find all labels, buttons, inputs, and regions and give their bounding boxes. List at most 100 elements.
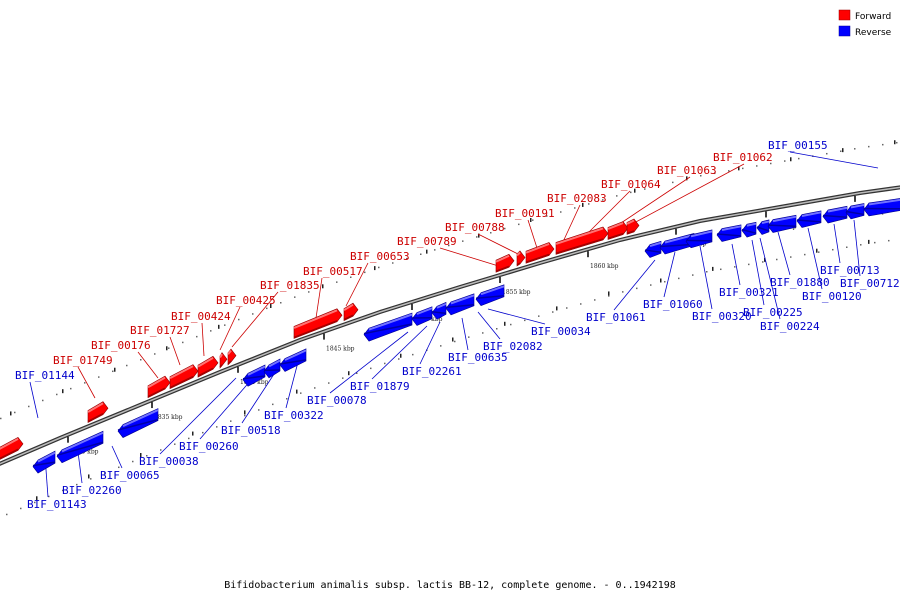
gene-bevel bbox=[368, 313, 413, 331]
reverse-gene-feature[interactable] bbox=[411, 306, 433, 326]
gene-label-bif-00038[interactable]: BIF_00038 bbox=[139, 455, 199, 468]
gene-body[interactable] bbox=[169, 364, 199, 390]
gene-label-bif-01835[interactable]: BIF_01835 bbox=[260, 279, 320, 292]
reverse-gene-feature[interactable] bbox=[845, 203, 865, 220]
guide-mark bbox=[712, 266, 714, 271]
forward-gene-feature[interactable] bbox=[293, 308, 343, 339]
forward-gene-feature[interactable] bbox=[219, 352, 228, 369]
gene-label-bif-00321[interactable]: BIF_00321 bbox=[719, 286, 779, 299]
gene-label-bif-00225[interactable]: BIF_00225 bbox=[743, 306, 803, 319]
gene-label-bif-01064[interactable]: BIF_01064 bbox=[601, 178, 661, 191]
gene-label-bif-02082[interactable]: BIF_02082 bbox=[483, 340, 543, 353]
reverse-gene-feature[interactable] bbox=[822, 205, 848, 224]
reverse-gene-feature[interactable] bbox=[863, 198, 900, 217]
gene-label-bif-02083[interactable]: BIF_02083 bbox=[547, 192, 607, 205]
reverse-gene-feature[interactable] bbox=[242, 364, 266, 387]
gene-features[interactable] bbox=[0, 198, 900, 474]
gene-label-bif-02261[interactable]: BIF_02261 bbox=[402, 365, 462, 378]
gene-label-bif-02260[interactable]: BIF_02260 bbox=[62, 484, 122, 497]
guide-dot bbox=[776, 258, 778, 261]
gene-label-bif-00424[interactable]: BIF_00424 bbox=[171, 310, 231, 323]
gene-label-bif-01143[interactable]: BIF_01143 bbox=[27, 498, 87, 511]
gene-label-bif-00120[interactable]: BIF_00120 bbox=[802, 290, 862, 303]
reverse-gene-feature[interactable] bbox=[32, 450, 56, 474]
forward-gene-feature[interactable] bbox=[87, 401, 109, 423]
reverse-gene-feature[interactable] bbox=[56, 430, 104, 464]
gene-label-bif-00224[interactable]: BIF_00224 bbox=[760, 320, 820, 333]
forward-gene-feature[interactable] bbox=[525, 242, 555, 264]
gene-body[interactable] bbox=[0, 436, 24, 462]
gene-label-bif-00788[interactable]: BIF_00788 bbox=[445, 221, 505, 234]
gene-body[interactable] bbox=[147, 375, 171, 399]
guide-dot bbox=[728, 170, 730, 172]
gene-body[interactable] bbox=[525, 242, 555, 264]
gene-label-bif-00260[interactable]: BIF_00260 bbox=[179, 440, 239, 453]
reverse-gene-feature[interactable] bbox=[431, 301, 447, 320]
gene-label-bif-00517[interactable]: BIF_00517 bbox=[303, 265, 363, 278]
gene-label-bif-00635[interactable]: BIF_00635 bbox=[448, 351, 508, 364]
gene-label-bif-00155[interactable]: BIF_00155 bbox=[768, 139, 828, 152]
gene-body[interactable] bbox=[87, 401, 109, 423]
gene-shadow bbox=[56, 441, 104, 457]
gene-label-bif-00322[interactable]: BIF_00322 bbox=[264, 409, 324, 422]
reverse-gene-feature[interactable] bbox=[685, 229, 713, 249]
forward-gene-feature[interactable] bbox=[607, 221, 629, 240]
guide-dot bbox=[112, 370, 114, 373]
forward-gene-feature[interactable] bbox=[147, 375, 171, 399]
gene-body[interactable] bbox=[555, 226, 609, 255]
reverse-gene-feature[interactable] bbox=[716, 224, 742, 242]
gene-label-bif-00712[interactable]: BIF_00712 bbox=[840, 277, 900, 290]
gene-label-bif-01062[interactable]: BIF_01062 bbox=[713, 151, 773, 164]
reverse-gene-feature[interactable] bbox=[279, 348, 307, 372]
gene-label-bif-01749[interactable]: BIF_01749 bbox=[53, 354, 113, 367]
gene-label-bif-01879[interactable]: BIF_01879 bbox=[350, 380, 410, 393]
guide-mark bbox=[764, 257, 766, 262]
forward-gene-feature[interactable] bbox=[343, 302, 359, 322]
gene-label-bif-00065[interactable]: BIF_00065 bbox=[100, 469, 160, 482]
guide-dot bbox=[440, 345, 442, 347]
forward-gene-feature[interactable] bbox=[197, 355, 219, 378]
forward-gene-feature[interactable] bbox=[626, 218, 640, 235]
gene-label-bif-00176[interactable]: BIF_00176 bbox=[91, 339, 151, 352]
gene-body[interactable] bbox=[293, 308, 343, 339]
forward-gene-feature[interactable] bbox=[227, 348, 237, 366]
gene-shadow bbox=[626, 230, 635, 235]
guide-dot bbox=[154, 353, 156, 355]
reverse-gene-feature[interactable] bbox=[117, 408, 159, 438]
gene-label-bif-01063[interactable]: BIF_01063 bbox=[657, 164, 717, 177]
reverse-gene-feature[interactable] bbox=[767, 214, 797, 233]
gene-label-bif-01060[interactable]: BIF_01060 bbox=[643, 298, 703, 311]
gene-label-bif-00191[interactable]: BIF_00191 bbox=[495, 207, 555, 220]
gene-label-bif-00518[interactable]: BIF_00518 bbox=[221, 424, 281, 437]
forward-gene-feature[interactable] bbox=[516, 250, 526, 267]
forward-gene-feature[interactable] bbox=[0, 436, 24, 462]
gene-label-bif-00713[interactable]: BIF_00713 bbox=[820, 264, 880, 277]
reverse-gene-feature[interactable] bbox=[363, 312, 413, 342]
forward-gene-feature[interactable] bbox=[555, 226, 609, 255]
reverse-gene-feature[interactable] bbox=[263, 358, 281, 379]
gene-label-bif-00653[interactable]: BIF_00653 bbox=[350, 250, 410, 263]
gene-label-bif-01061[interactable]: BIF_01061 bbox=[586, 311, 646, 324]
gene-label-bif-00078[interactable]: BIF_00078 bbox=[307, 394, 367, 407]
reverse-gene-feature[interactable] bbox=[741, 221, 757, 238]
guide-dot bbox=[672, 181, 674, 184]
forward-gene-feature[interactable] bbox=[495, 253, 515, 273]
gene-label-bif-00320[interactable]: BIF_00320 bbox=[692, 310, 752, 323]
reverse-gene-feature[interactable] bbox=[796, 210, 822, 228]
gene-label-bif-01727[interactable]: BIF_01727 bbox=[130, 324, 190, 337]
gene-label-bif-00789[interactable]: BIF_00789 bbox=[397, 235, 457, 248]
gene-body[interactable] bbox=[197, 355, 219, 378]
reverse-gene-feature[interactable] bbox=[475, 284, 505, 307]
reverse-gene-feature[interactable] bbox=[756, 219, 770, 235]
gene-label-bif-00034[interactable]: BIF_00034 bbox=[531, 325, 591, 338]
guide-dot bbox=[406, 257, 408, 260]
gene-label-bif-00425[interactable]: BIF_00425 bbox=[216, 294, 276, 307]
guide-mark bbox=[296, 389, 298, 394]
gene-label-bif-01880[interactable]: BIF_01880 bbox=[770, 276, 830, 289]
gene-label-bif-01144[interactable]: BIF_01144 bbox=[15, 369, 75, 382]
forward-gene-feature[interactable] bbox=[169, 364, 199, 390]
guide-dot bbox=[34, 501, 36, 504]
reverse-gene-feature[interactable] bbox=[445, 293, 475, 316]
reverse-gene-feature[interactable] bbox=[644, 240, 662, 258]
